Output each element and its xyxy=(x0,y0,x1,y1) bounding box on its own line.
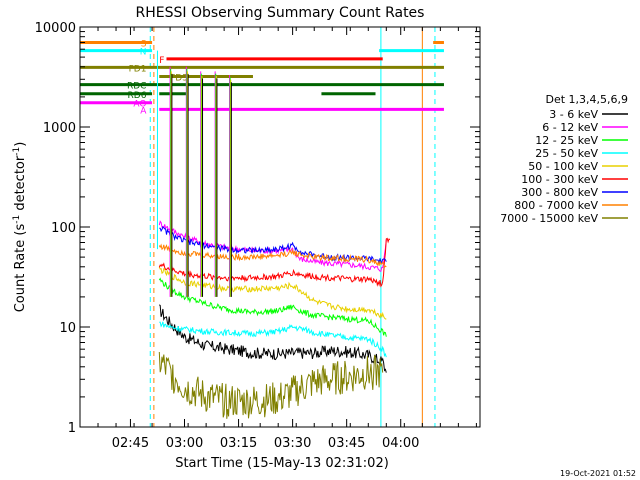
x-tick-label-6: 04:00 xyxy=(382,436,419,451)
footer-timestamp: 19-Oct-2021 01:52 xyxy=(560,469,636,478)
x-tick-label-3: 03:15 xyxy=(220,436,257,451)
flag-label-f: F xyxy=(159,56,164,66)
y-tick-label-4: 1000 xyxy=(43,121,76,136)
y-axis-label-main: Count Rate (s xyxy=(13,224,28,313)
y-tick-label-1: 1 xyxy=(68,421,76,436)
legend-label-2: 6 - 12 keV xyxy=(542,121,598,134)
legend-label-1: 3 - 6 keV xyxy=(549,108,598,121)
series-line-5 xyxy=(158,266,387,320)
series-line-7 xyxy=(159,226,387,265)
y-axis-label-sup2: -1 xyxy=(12,147,22,156)
y-axis-label: Count Rate (s-1 detector-1) xyxy=(12,142,28,313)
series-line-8 xyxy=(158,243,387,269)
legend-label-3: 12 - 25 keV xyxy=(535,134,598,147)
y-tick-label-5: 10000 xyxy=(35,21,76,36)
flag-label-ao: AO xyxy=(133,100,146,110)
legend-label-8: 800 - 7000 keV xyxy=(514,199,598,212)
series-line-3 xyxy=(158,277,387,337)
legend-label-5: 50 - 100 keV xyxy=(528,160,598,173)
legend-label-9: 7000 - 15000 keV xyxy=(500,212,598,225)
x-tick-label-2: 03:00 xyxy=(166,436,203,451)
series-line-6 xyxy=(158,237,391,288)
series-line-9 xyxy=(158,351,384,419)
flag-label-s: S xyxy=(141,39,147,49)
flag-label-rd6: RD6 xyxy=(128,91,147,101)
x-axis-ticks: 02:45 03:00 03:15 03:30 03:45 04:00 xyxy=(97,27,477,451)
series-line-2 xyxy=(158,220,387,272)
y-axis-label-mid: detector xyxy=(13,155,28,215)
flag-label-fd3: FD3 xyxy=(170,73,188,83)
legend-label-7: 300 - 800 keV xyxy=(521,186,598,199)
y-tick-label-3: 100 xyxy=(51,221,76,236)
flag-label-n: N xyxy=(140,48,147,58)
flag-label-fd1: FD1 xyxy=(129,64,147,74)
x-tick-label-5: 03:45 xyxy=(328,436,365,451)
x-axis-label: Start Time (15-May-13 02:31:02) xyxy=(175,456,389,471)
flag-label-a: A xyxy=(140,106,147,116)
flag-label-rdc: RDC xyxy=(127,82,146,92)
legend-label-4: 25 - 50 keV xyxy=(535,147,598,160)
series-line-4 xyxy=(159,321,387,358)
y-axis-label-end: ) xyxy=(13,142,28,147)
legend-label-6: 100 - 300 keV xyxy=(521,173,598,186)
x-tick-label-4: 03:30 xyxy=(274,436,311,451)
y-axis-label-sup: -1 xyxy=(12,215,22,224)
x-tick-label-1: 02:45 xyxy=(112,436,149,451)
chart-title: RHESSI Observing Summary Count Rates xyxy=(136,5,425,21)
y-tick-label-2: 10 xyxy=(59,321,76,336)
legend-title: Det 1,3,4,5,6,9 xyxy=(545,93,628,106)
series-line-1 xyxy=(158,304,387,373)
y-axis-ticks: 1 10 100 1000 10000 xyxy=(35,21,480,436)
